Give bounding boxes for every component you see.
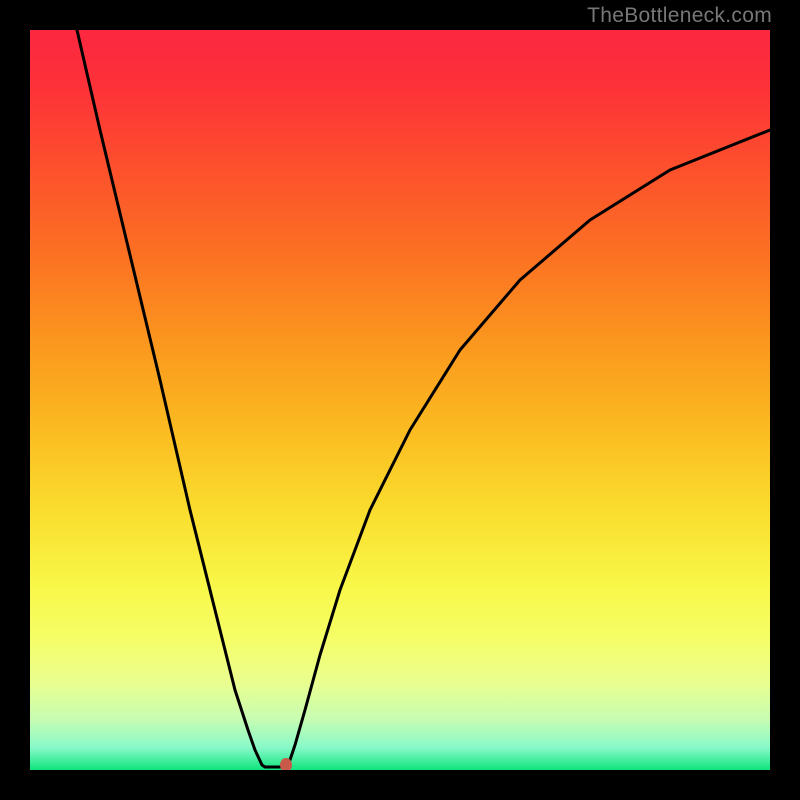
minimum-point-marker [280,758,292,772]
plot-background [30,30,770,770]
chart-container: TheBottleneck.com [0,0,800,800]
chart-svg [0,0,800,800]
watermark-text: TheBottleneck.com [587,4,772,28]
